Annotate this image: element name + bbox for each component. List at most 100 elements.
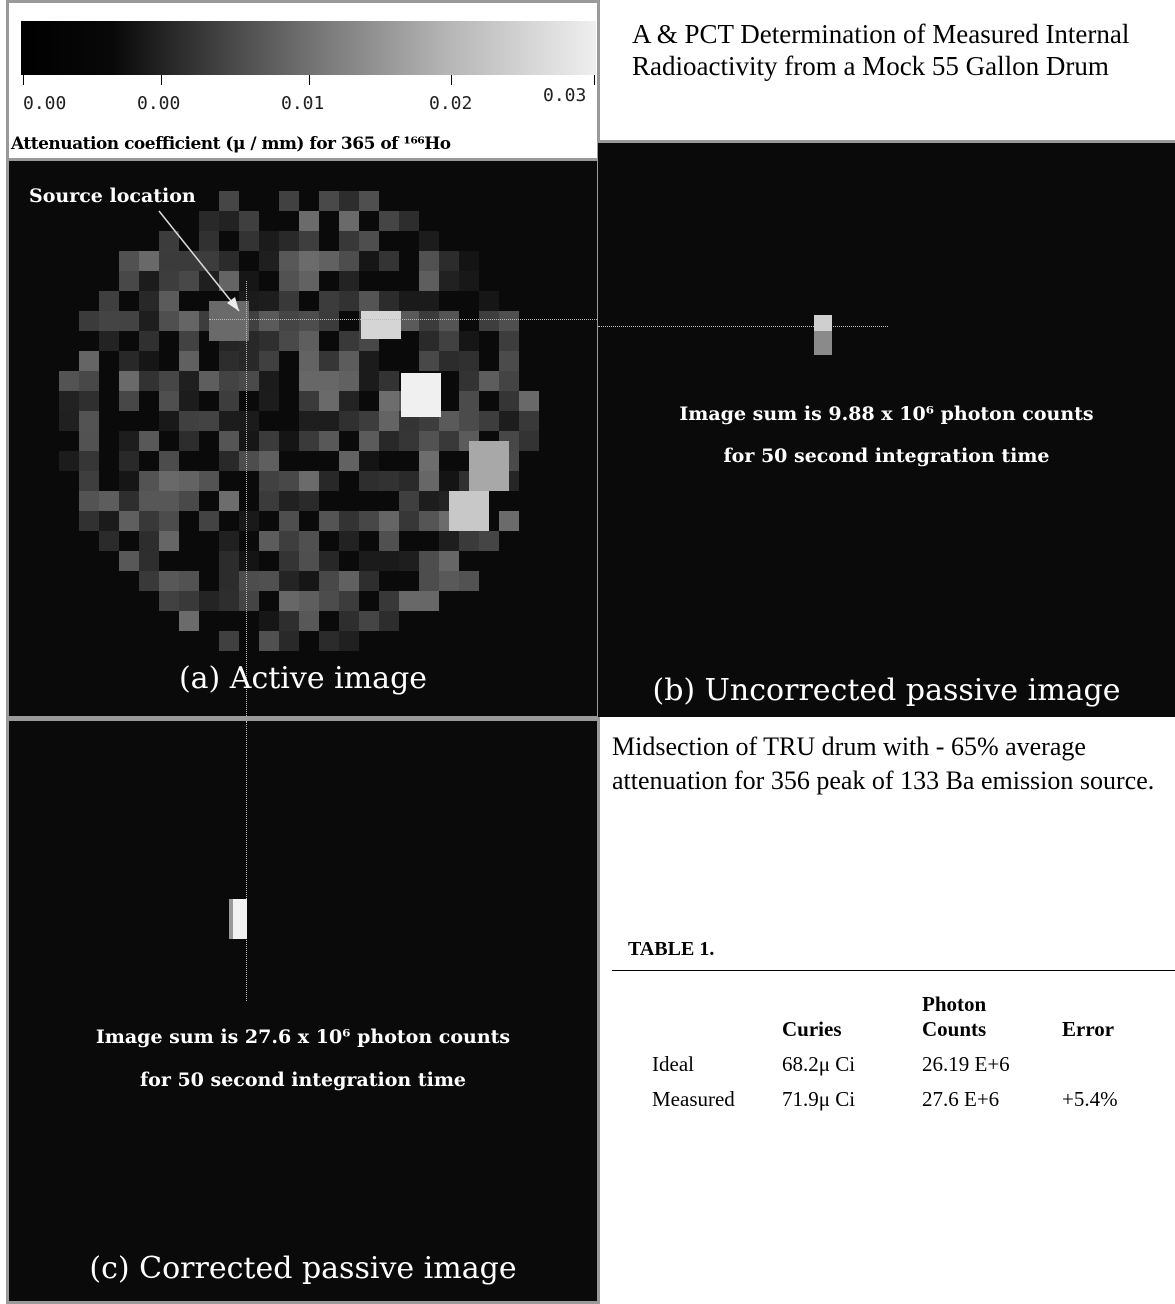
attenuation-pixel — [379, 511, 399, 531]
colorbar-tick — [309, 75, 310, 85]
attenuation-pixel — [179, 591, 199, 611]
attenuation-pixel — [359, 511, 379, 531]
table-cell — [1052, 1048, 1132, 1083]
attenuation-pixel — [479, 411, 499, 431]
attenuation-pixel — [139, 291, 159, 311]
attenuation-pixel — [299, 551, 319, 571]
attenuation-pixel — [179, 391, 199, 411]
attenuation-pixel — [139, 511, 159, 531]
attenuation-pixel — [339, 351, 359, 371]
attenuation-pixel — [459, 391, 479, 411]
attenuation-pixel — [299, 611, 319, 631]
table-row: Ideal 68.2μ Ci 26.19 E+6 — [642, 1048, 1132, 1083]
attenuation-pixel — [459, 411, 479, 431]
attenuation-pixel — [299, 351, 319, 371]
attenuation-pixel — [259, 571, 279, 591]
attenuation-pixel — [379, 371, 399, 391]
attenuation-pixel — [479, 531, 499, 551]
attenuation-pixel — [419, 331, 439, 351]
attenuation-pixel — [239, 271, 259, 291]
source-pointer-arrow — [158, 210, 240, 312]
hot-spot-pixel — [814, 331, 832, 355]
attenuation-pixel — [119, 451, 139, 471]
attenuation-pixel — [199, 591, 219, 611]
attenuation-pixel — [399, 211, 419, 231]
attenuation-pixel — [159, 491, 179, 511]
attenuation-pixel — [139, 351, 159, 371]
attenuation-pixel — [339, 631, 359, 651]
hot-spot-pixel — [229, 899, 233, 939]
attenuation-pixel — [119, 491, 139, 511]
attenuation-pixel — [99, 531, 119, 551]
attenuation-pixel — [179, 411, 199, 431]
attenuation-pixel — [339, 591, 359, 611]
attenuation-pixel — [199, 211, 219, 231]
attenuation-pixel — [339, 411, 359, 431]
attenuation-pixel — [419, 451, 439, 471]
attenuation-pixel — [159, 311, 179, 331]
attenuation-pixel — [259, 311, 279, 331]
attenuation-pixel — [359, 451, 379, 471]
attenuation-pixel — [259, 251, 279, 271]
attenuation-pixel — [259, 471, 279, 491]
bright-pixel — [469, 441, 509, 491]
attenuation-pixel — [359, 371, 379, 391]
attenuation-pixel — [199, 231, 219, 251]
attenuation-pixel — [419, 311, 439, 331]
attenuation-pixel — [219, 391, 239, 411]
attenuation-pixel — [159, 531, 179, 551]
uncorrected-passive-image-panel: Image sum is 9.88 x 10⁶ photon counts fo… — [598, 140, 1175, 717]
attenuation-pixel — [119, 311, 139, 331]
bright-pixel — [361, 311, 401, 339]
table-header-cell — [642, 988, 772, 1048]
attenuation-pixel — [79, 511, 99, 531]
attenuation-pixel — [139, 431, 159, 451]
attenuation-pixel — [419, 271, 439, 291]
attenuation-pixel — [459, 531, 479, 551]
attenuation-pixel — [139, 551, 159, 571]
attenuation-pixel — [439, 551, 459, 571]
attenuation-pixel — [199, 251, 219, 271]
attenuation-pixel — [379, 611, 399, 631]
attenuation-pixel — [359, 231, 379, 251]
attenuation-pixel — [239, 431, 259, 451]
attenuation-pixel — [499, 371, 519, 391]
attenuation-pixel — [299, 591, 319, 611]
attenuation-pixel — [399, 591, 419, 611]
attenuation-pixel — [279, 551, 299, 571]
crosshair-horizontal — [598, 326, 888, 327]
attenuation-pixel — [379, 591, 399, 611]
attenuation-pixel — [419, 251, 439, 271]
attenuation-pixel — [399, 551, 419, 571]
hot-spot-pixel — [229, 899, 247, 939]
attenuation-pixel — [379, 431, 399, 451]
attenuation-pixel — [159, 471, 179, 491]
attenuation-pixel — [159, 371, 179, 391]
attenuation-pixel — [439, 331, 459, 351]
attenuation-pixel — [479, 311, 499, 331]
source-location-label: Source location — [29, 185, 196, 207]
attenuation-pixel — [119, 351, 139, 371]
attenuation-pixel — [279, 591, 299, 611]
attenuation-pixel — [439, 471, 459, 491]
attenuation-pixel — [139, 271, 159, 291]
attenuation-pixel — [379, 551, 399, 571]
attenuation-pixel — [299, 251, 319, 271]
attenuation-pixel — [119, 551, 139, 571]
attenuation-pixel — [99, 311, 119, 331]
corrected-passive-image-panel: Image sum is 27.6 x 10⁶ photon counts fo… — [6, 718, 600, 1304]
attenuation-pixel — [299, 311, 319, 331]
attenuation-pixel — [179, 351, 199, 371]
attenuation-pixel — [279, 571, 299, 591]
attenuation-pixel — [299, 431, 319, 451]
attenuation-pixel — [139, 471, 159, 491]
attenuation-pixel — [219, 211, 239, 231]
attenuation-pixel — [339, 271, 359, 291]
attenuation-pixel — [139, 491, 159, 511]
midsection-description: Midsection of TRU drum with - 65% averag… — [612, 732, 1155, 795]
attenuation-pixel — [459, 351, 479, 371]
attenuation-pixel — [319, 391, 339, 411]
attenuation-pixel — [339, 191, 359, 211]
figure-title: A & PCT Determination of Measured Intern… — [632, 19, 1130, 81]
colorbar-tick-label: 0.01 — [281, 93, 325, 114]
